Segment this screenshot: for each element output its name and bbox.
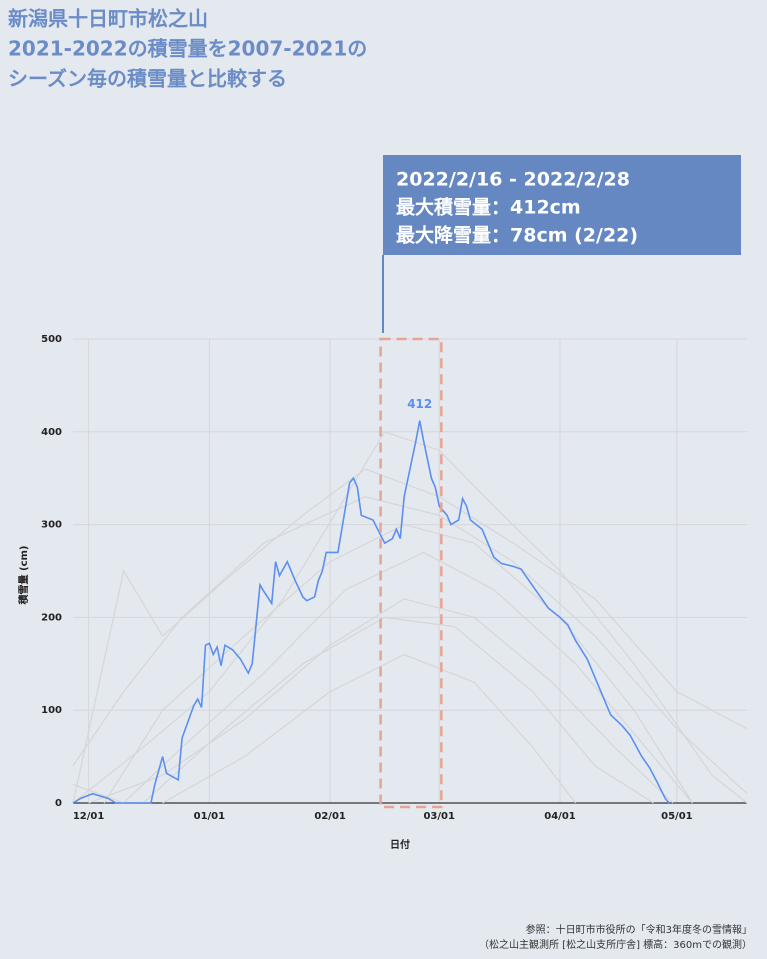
x-axis-label: 日付 bbox=[390, 838, 410, 851]
x-tick-label: 12/01 bbox=[73, 811, 105, 822]
annotation-line: 2022/2/16 - 2022/2/28 bbox=[396, 169, 630, 191]
title-line: 2021-2022の積雪量を2007-2021の bbox=[8, 37, 367, 61]
y-tick-label: 300 bbox=[41, 520, 62, 531]
x-tick-label: 04/01 bbox=[544, 811, 576, 822]
season-line bbox=[142, 616, 654, 804]
x-tick-label: 02/01 bbox=[314, 811, 346, 822]
season-line bbox=[72, 496, 748, 795]
annotation-line: 最大降雪量：78cm (2/22) bbox=[396, 224, 638, 247]
title-line: 新潟県十日町市松之山 bbox=[8, 7, 208, 31]
y-tick-label: 0 bbox=[55, 798, 62, 809]
x-tick-label: 03/01 bbox=[423, 811, 455, 822]
x-tick-label: 01/01 bbox=[194, 811, 226, 822]
season-line bbox=[162, 653, 577, 804]
season-line bbox=[72, 551, 693, 804]
x-tick-label: 05/01 bbox=[661, 811, 693, 822]
annotation-line: 最大積雪量：412cm bbox=[396, 196, 581, 219]
y-tick-label: 100 bbox=[41, 705, 62, 716]
y-tick-label: 500 bbox=[41, 334, 62, 345]
season-line bbox=[103, 523, 693, 804]
y-axis-label: 積雪量 (cm) bbox=[17, 546, 30, 606]
note: 参照：十日町市市役所の「令和3年度冬の雪情報」 bbox=[526, 923, 752, 936]
note: （松之山主観測所 [松之山支所庁舎] 標高：360mでの観測） bbox=[479, 938, 752, 951]
annotation-box bbox=[383, 155, 741, 255]
main-line bbox=[72, 420, 670, 804]
title-line: シーズン毎の積雪量と比較する bbox=[8, 67, 287, 91]
season-line bbox=[72, 468, 748, 804]
y-tick-label: 200 bbox=[41, 612, 62, 623]
season-line bbox=[88, 598, 674, 804]
y-tick-label: 400 bbox=[41, 427, 62, 438]
highlight-box bbox=[379, 337, 443, 809]
peak-label: 412 bbox=[407, 397, 432, 411]
